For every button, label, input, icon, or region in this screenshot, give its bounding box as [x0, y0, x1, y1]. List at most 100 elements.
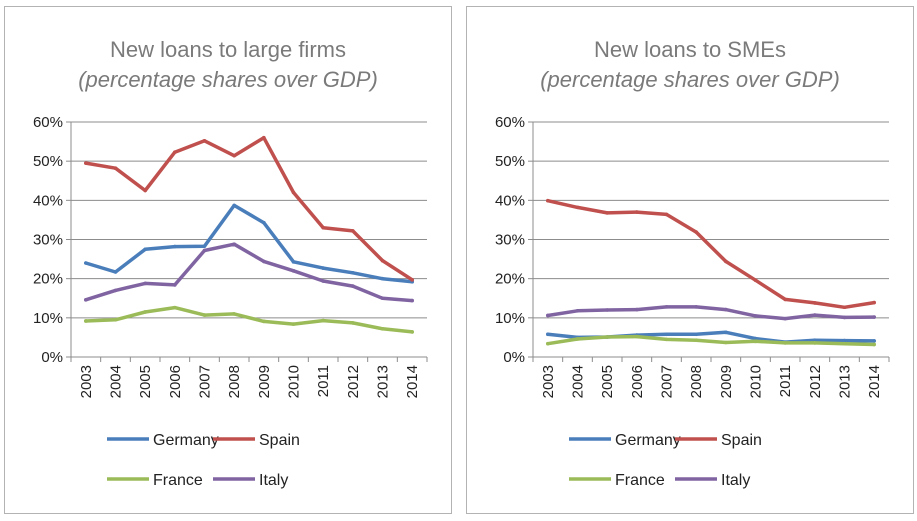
- data-point-italy: [813, 313, 817, 317]
- x-tick-label: 2012: [345, 365, 362, 398]
- chart-panel-large-firms: New loans to large firms (percentage sha…: [4, 6, 452, 514]
- data-point-spain: [84, 161, 88, 165]
- data-point-spain: [351, 229, 355, 233]
- data-point-france: [724, 340, 728, 345]
- x-tick-label: 2003: [78, 365, 95, 398]
- data-point-spain: [753, 278, 758, 283]
- data-point-france: [753, 339, 758, 344]
- data-point-spain: [664, 212, 669, 217]
- data-point-spain: [143, 188, 147, 193]
- data-point-france: [575, 337, 580, 341]
- data-point-germany: [380, 276, 385, 281]
- data-point-germany: [872, 339, 876, 343]
- data-point-spain: [872, 300, 876, 305]
- data-point-italy: [321, 279, 325, 283]
- data-point-germany: [842, 338, 847, 343]
- series-line-italy: [84, 242, 414, 303]
- data-point-germany: [84, 261, 88, 265]
- data-point-spain: [380, 258, 385, 263]
- x-tick-label: 2008: [226, 365, 243, 398]
- data-point-spain: [546, 198, 550, 203]
- chart-subtitle: (percentage shares over GDP): [78, 67, 378, 92]
- x-tick-label: 2006: [629, 365, 646, 398]
- chart-panel-smes: New loans to SMEs (percentage shares ove…: [466, 6, 914, 514]
- data-point-france: [262, 319, 266, 324]
- data-point-italy: [753, 314, 758, 318]
- line-chart-smes: New loans to SMEs (percentage shares ove…: [495, 37, 890, 489]
- data-point-italy: [664, 305, 669, 309]
- data-point-spain: [262, 135, 266, 140]
- data-point-spain: [724, 259, 728, 264]
- data-point-spain: [813, 301, 817, 305]
- data-point-france: [173, 305, 177, 310]
- legend-label-spain: Spain: [721, 432, 762, 449]
- data-point-italy: [575, 308, 580, 313]
- data-point-spain: [232, 153, 236, 158]
- data-point-spain: [694, 230, 698, 234]
- data-point-germany: [724, 330, 728, 335]
- line-chart-large-firms: New loans to large firms (percentage sha…: [33, 37, 428, 489]
- data-point-italy: [202, 248, 207, 253]
- legend-label-france: France: [153, 472, 203, 489]
- data-point-italy: [380, 296, 385, 301]
- data-point-france: [143, 310, 147, 314]
- data-point-spain: [173, 150, 177, 154]
- chart-title: New loans to large firms: [110, 37, 346, 62]
- series-line-france: [546, 334, 876, 347]
- data-point-spain: [202, 139, 207, 143]
- x-tick-label: 2013: [375, 365, 392, 398]
- data-point-italy: [84, 298, 88, 302]
- chart-title: New loans to SMEs: [594, 37, 786, 62]
- x-tick-label: 2005: [599, 365, 616, 398]
- data-point-germany: [351, 270, 355, 275]
- data-point-spain: [113, 166, 118, 171]
- x-tick-label: 2013: [837, 365, 854, 398]
- y-tick-label: 20%: [495, 271, 525, 288]
- data-point-italy: [262, 259, 266, 264]
- data-point-italy: [724, 307, 728, 312]
- data-point-spain: [575, 205, 580, 210]
- data-point-france: [84, 319, 88, 323]
- data-point-italy: [232, 242, 236, 246]
- legend-label-italy: Italy: [721, 472, 750, 489]
- data-point-spain: [842, 305, 847, 310]
- data-point-italy: [410, 298, 414, 303]
- x-tick-label: 2014: [404, 365, 421, 398]
- data-point-italy: [113, 288, 118, 293]
- legend-label-spain: Spain: [259, 432, 300, 449]
- x-tick-label: 2011: [315, 365, 332, 397]
- x-tick-label: 2007: [659, 365, 676, 398]
- data-point-germany: [262, 220, 266, 225]
- x-tick-label: 2004: [570, 365, 587, 398]
- data-point-spain: [321, 225, 325, 230]
- data-point-france: [635, 334, 639, 339]
- data-point-france: [380, 327, 385, 331]
- y-tick-label: 60%: [495, 114, 525, 131]
- y-tick-label: 60%: [33, 114, 63, 131]
- x-tick-label: 2008: [688, 365, 705, 398]
- x-tick-label: 2005: [137, 365, 154, 398]
- data-point-france: [351, 321, 355, 325]
- data-point-france: [664, 337, 669, 342]
- data-point-italy: [605, 308, 609, 312]
- data-point-france: [202, 313, 207, 317]
- data-point-france: [410, 330, 414, 334]
- y-tick-label: 40%: [495, 192, 525, 209]
- y-tick-label: 50%: [33, 153, 63, 170]
- x-tick-label: 2007: [197, 365, 214, 398]
- data-point-germany: [113, 270, 118, 274]
- legend-label-italy: Italy: [259, 472, 288, 489]
- data-point-france: [605, 335, 609, 339]
- data-point-italy: [842, 315, 847, 320]
- data-point-italy: [291, 269, 296, 273]
- data-point-spain: [291, 190, 296, 195]
- data-point-germany: [753, 336, 758, 341]
- data-point-germany: [694, 332, 698, 337]
- data-point-spain: [635, 210, 639, 214]
- series-line-france: [84, 305, 414, 334]
- data-point-france: [783, 341, 787, 345]
- data-point-spain: [783, 297, 787, 302]
- data-point-spain: [605, 211, 609, 215]
- data-point-france: [842, 341, 847, 346]
- x-tick-label: 2009: [256, 365, 273, 398]
